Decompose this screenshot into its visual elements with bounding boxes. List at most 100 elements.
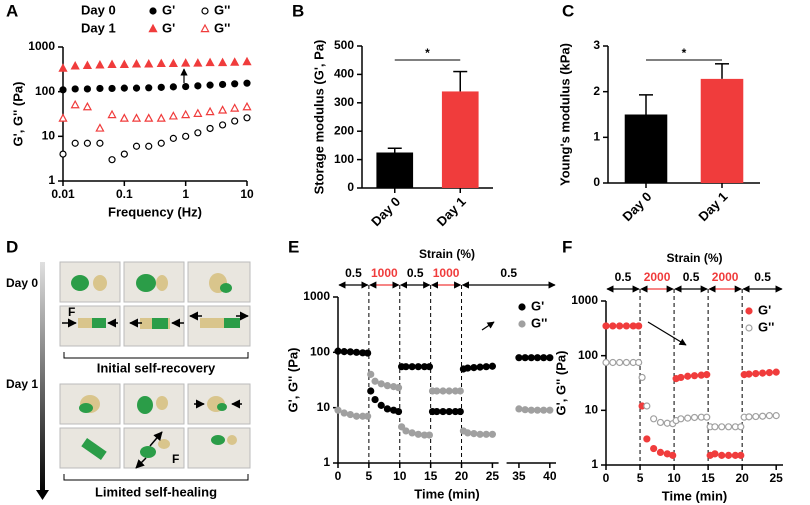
panel-label: A	[6, 1, 18, 20]
marker	[488, 362, 497, 370]
marker	[95, 60, 105, 69]
gel	[220, 283, 232, 293]
strain-value: 0.5	[754, 270, 771, 284]
photo	[187, 427, 251, 469]
marker	[650, 444, 658, 453]
marker	[70, 61, 80, 70]
gel	[136, 274, 156, 292]
marker	[765, 369, 773, 377]
x-tick-label: 0	[335, 469, 342, 483]
marker	[132, 84, 141, 92]
marker	[718, 451, 726, 459]
marker	[169, 134, 177, 142]
marker	[120, 150, 128, 158]
y-tick-label: 1	[323, 455, 330, 469]
marker	[58, 113, 68, 122]
marker	[83, 139, 92, 147]
marker	[217, 57, 228, 67]
legend-group: Day 1	[81, 20, 116, 35]
marker	[231, 117, 239, 125]
legend-label: G''	[531, 315, 547, 330]
y-axis-title: Young's modulus (kPa)	[557, 43, 572, 186]
marker	[96, 84, 104, 93]
marker	[488, 430, 497, 438]
marker	[622, 358, 631, 367]
marker	[201, 7, 209, 15]
bar	[441, 91, 479, 188]
strain-value: 0.5	[500, 266, 517, 280]
marker	[398, 423, 406, 431]
x-tick-label: 25	[486, 469, 500, 483]
y-axis-title: G', G'' (Pa)	[285, 348, 300, 413]
photo	[123, 383, 185, 425]
marker	[602, 322, 610, 330]
marker	[445, 407, 453, 416]
marker	[445, 387, 453, 395]
marker	[340, 348, 348, 356]
marker	[765, 412, 773, 420]
y-tick-label: 400	[334, 67, 354, 81]
marker	[609, 322, 617, 330]
marker	[168, 111, 178, 120]
marker	[402, 363, 410, 371]
marker	[677, 373, 685, 382]
gel	[152, 318, 168, 329]
x-tick-label: 15	[701, 471, 715, 485]
panel-label: F	[562, 237, 572, 256]
marker	[408, 363, 416, 371]
marker	[352, 348, 361, 356]
marker	[218, 121, 227, 129]
marker	[521, 406, 529, 414]
marker	[82, 101, 93, 111]
marker	[527, 354, 535, 362]
legend-label: G'	[162, 2, 175, 17]
marker	[703, 371, 711, 379]
marker	[108, 84, 116, 93]
marker	[243, 79, 251, 87]
marker	[231, 80, 239, 88]
gel	[227, 435, 237, 445]
marker	[616, 358, 624, 367]
marker	[230, 57, 240, 66]
marker	[352, 412, 361, 420]
marker	[703, 413, 711, 421]
y-tick-label: 1	[48, 173, 55, 187]
marker	[456, 387, 464, 395]
marker	[149, 7, 157, 15]
marker	[83, 85, 92, 93]
marker	[168, 58, 178, 68]
x-tick-label: 10	[393, 469, 407, 483]
marker	[156, 113, 166, 122]
marker	[737, 451, 745, 459]
x-tick-label: 10	[667, 471, 681, 485]
marker	[205, 57, 215, 67]
marker	[690, 413, 699, 422]
x-tick-label: 25	[770, 471, 784, 485]
marker	[476, 430, 484, 438]
x-tick-label: Day 1	[434, 194, 469, 229]
marker	[518, 320, 526, 328]
marker	[194, 82, 202, 90]
marker	[383, 405, 392, 413]
marker	[745, 370, 753, 378]
marker	[340, 409, 348, 417]
strain-title: Strain (%)	[666, 251, 722, 265]
marker	[540, 406, 548, 414]
y-tick-label: 1000	[28, 39, 55, 53]
marker	[635, 322, 643, 330]
marker	[230, 103, 240, 112]
y-tick-label: 10	[42, 129, 56, 143]
y-tick-label: 100	[334, 152, 354, 166]
caption: Limited self-healing	[95, 484, 217, 499]
significance: *	[425, 46, 430, 60]
marker	[157, 139, 165, 147]
y-tick-label: 100	[310, 345, 330, 359]
marker	[144, 113, 154, 122]
marker	[546, 406, 554, 414]
force-arrow	[149, 431, 163, 447]
marker	[456, 407, 464, 416]
gel	[93, 275, 107, 291]
y-tick-label: 200	[334, 123, 354, 137]
marker	[70, 99, 80, 109]
